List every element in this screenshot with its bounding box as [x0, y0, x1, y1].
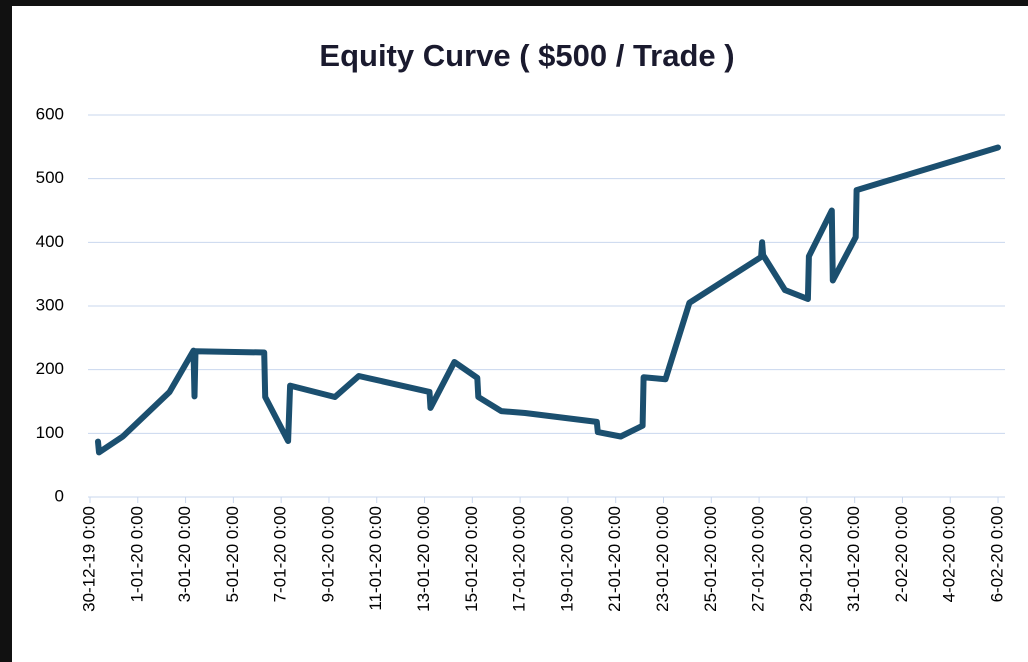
x-tick-label: 27-01-20 0:00	[749, 506, 768, 612]
y-tick-label: 500	[36, 168, 64, 187]
y-tick-label: 200	[36, 359, 64, 378]
x-tick-label: 15-01-20 0:00	[462, 506, 481, 612]
y-tick-label: 300	[36, 295, 64, 314]
x-tick-label: 1-01-20 0:00	[127, 506, 146, 602]
y-tick-label: 100	[36, 423, 64, 442]
x-tick-label: 21-01-20 0:00	[605, 506, 624, 612]
x-tick-label: 7-01-20 0:00	[271, 506, 290, 602]
x-tick-label: 19-01-20 0:00	[557, 506, 576, 612]
x-tick-label: 5-01-20 0:00	[223, 506, 242, 602]
x-tick-label: 30-12-19 0:00	[79, 506, 98, 612]
x-tick-label: 11-01-20 0:00	[366, 506, 385, 611]
y-tick-label: 400	[36, 232, 64, 251]
x-tick-label: 25-01-20 0:00	[701, 506, 720, 612]
x-tick-label: 2-02-20 0:00	[892, 506, 911, 602]
x-tick-label: 23-01-20 0:00	[653, 506, 672, 612]
y-tick-label: 600	[36, 104, 64, 123]
x-tick-label: 29-01-20 0:00	[796, 506, 815, 612]
x-tick-label: 31-01-20 0:00	[844, 506, 863, 612]
x-tick-label: 9-01-20 0:00	[318, 506, 337, 602]
frame-top	[0, 0, 1028, 6]
x-tick-label: 17-01-20 0:00	[510, 506, 529, 612]
x-tick-label: 6-02-20 0:00	[988, 506, 1007, 602]
y-tick-label: 0	[55, 486, 64, 505]
x-tick-label: 4-02-20 0:00	[940, 506, 959, 602]
x-tick-label: 3-01-20 0:00	[175, 506, 194, 602]
x-tick-label: 13-01-20 0:00	[414, 506, 433, 612]
frame-left	[0, 0, 12, 662]
chart-title: Equity Curve ( $500 / Trade )	[319, 38, 734, 73]
equity-line	[95, 144, 1001, 456]
